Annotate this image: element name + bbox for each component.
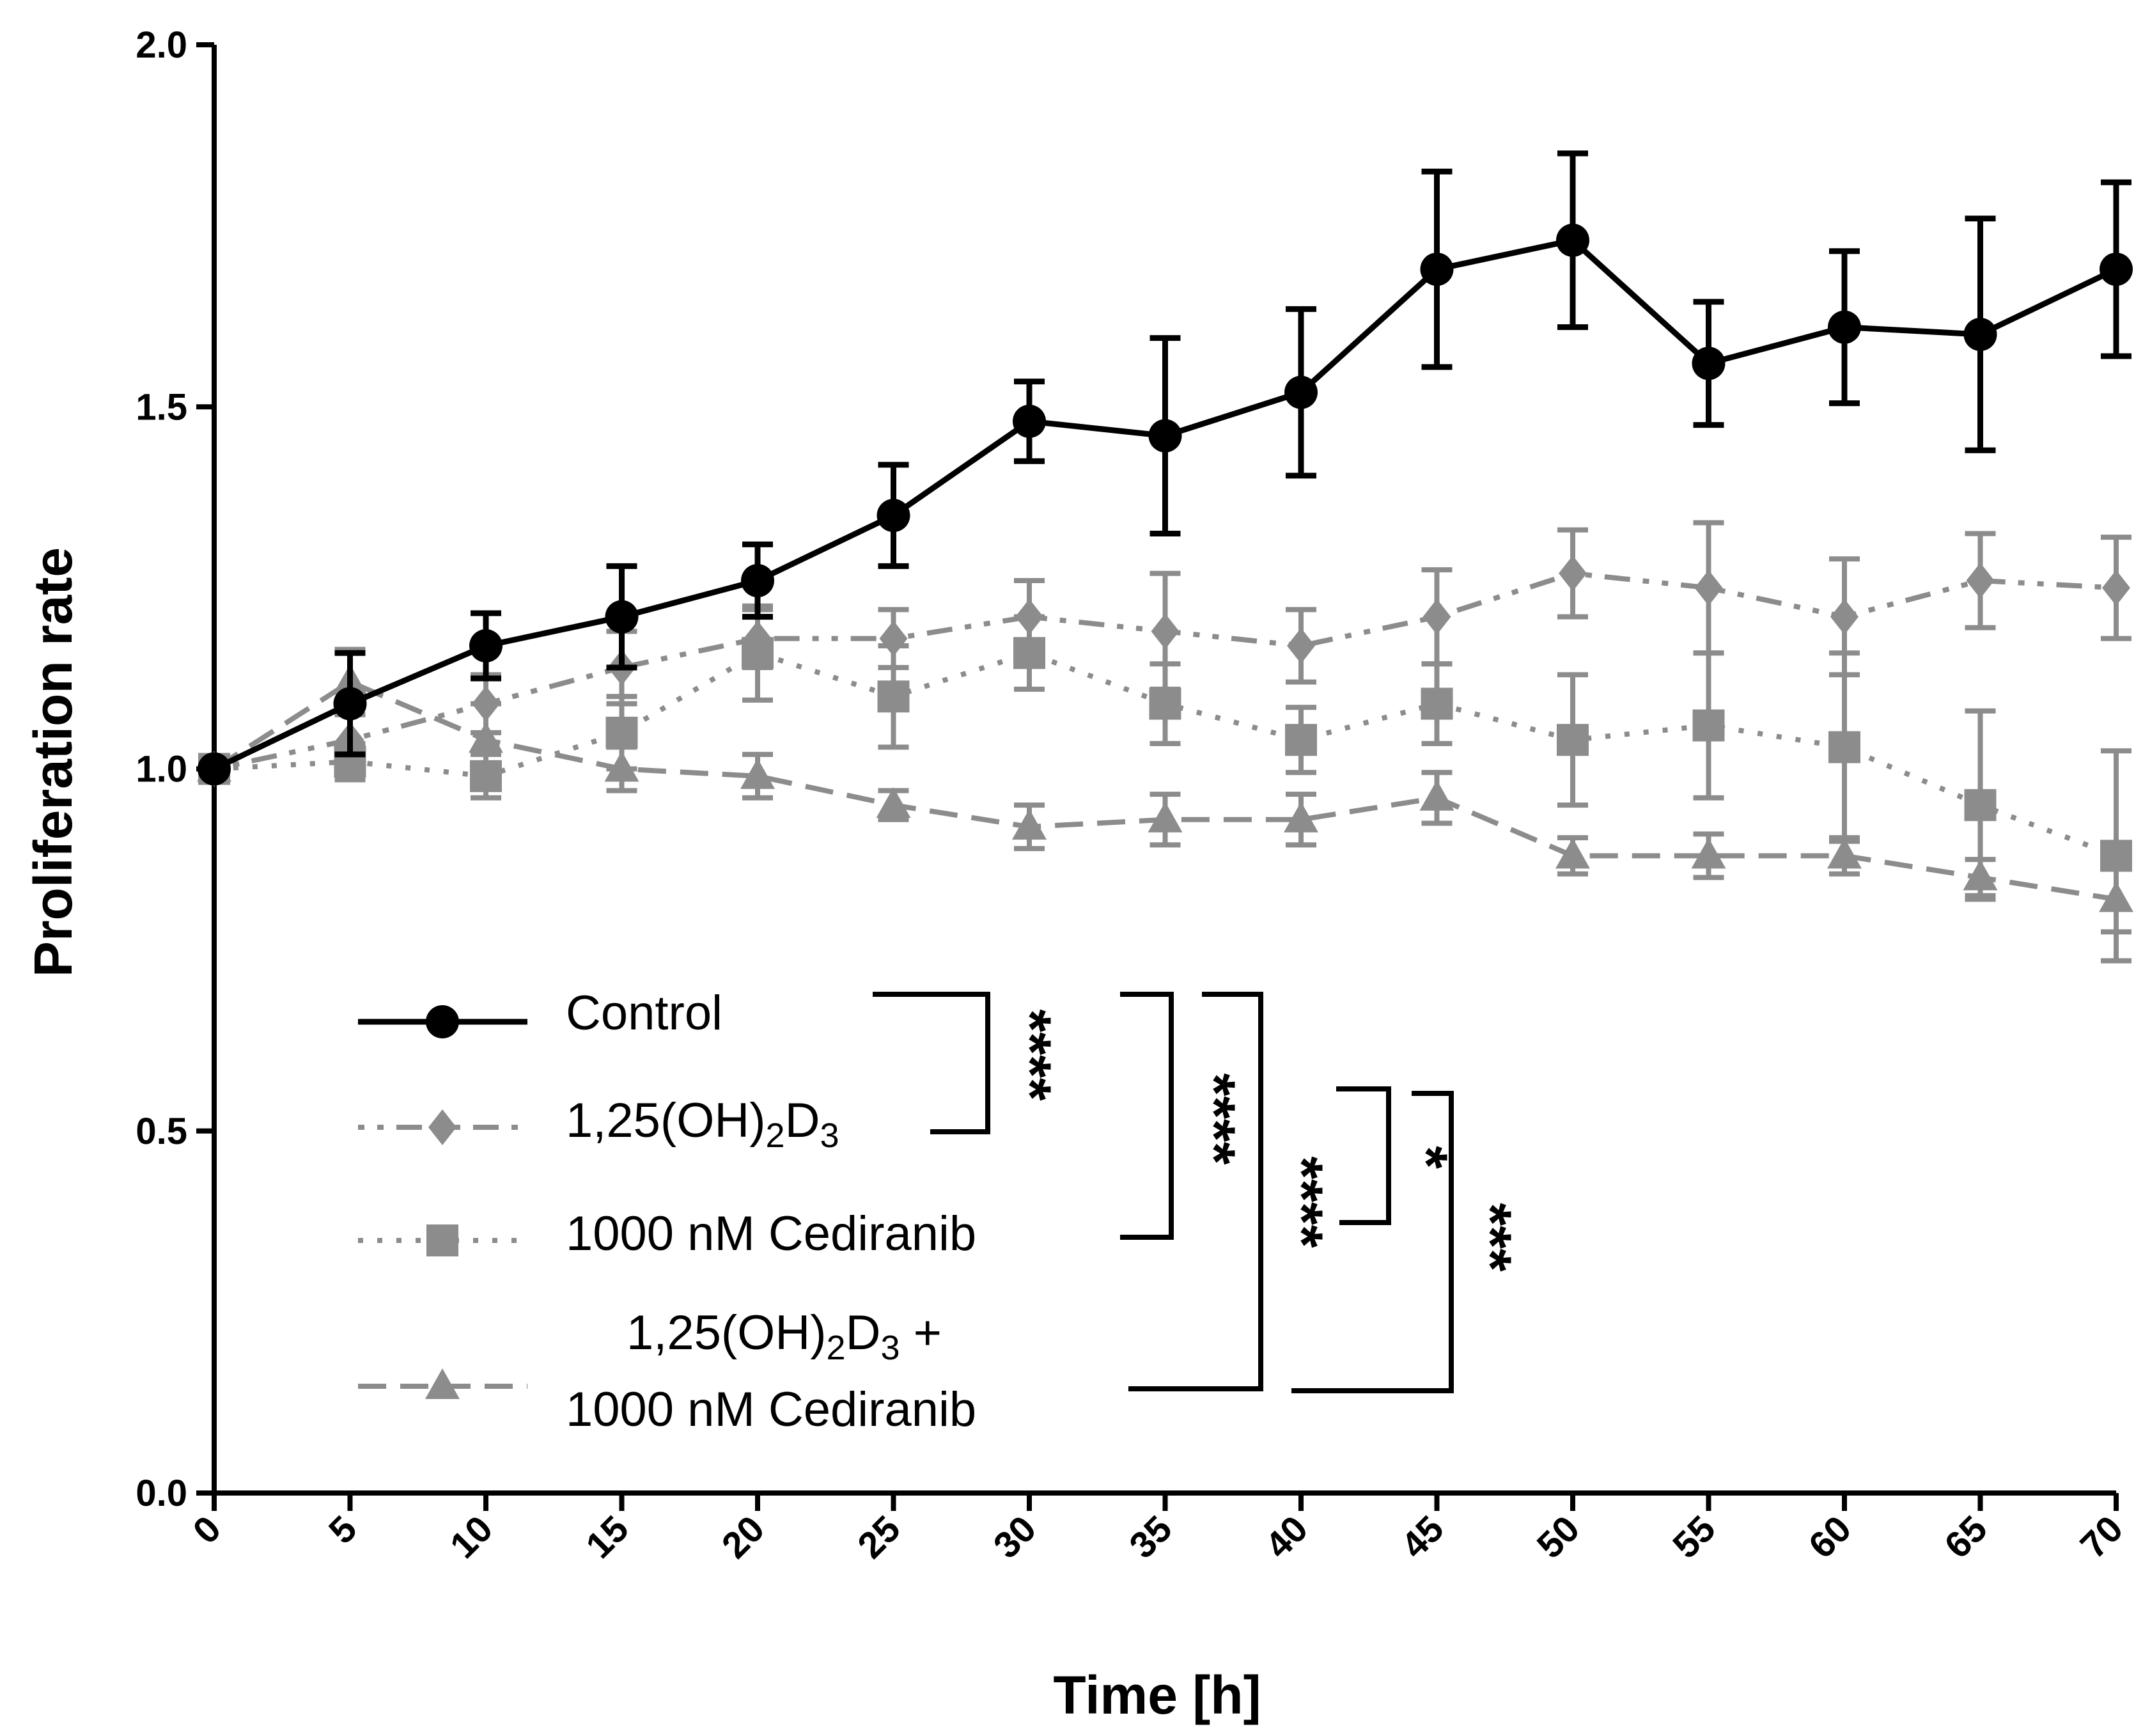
data-point <box>1148 419 1182 453</box>
data-point <box>1556 223 1589 257</box>
significance-label: **** <box>1269 1156 1334 1247</box>
data-point <box>1555 838 1590 869</box>
data-point <box>2102 570 2130 606</box>
significance-label: **** <box>1181 1073 1247 1164</box>
data-point <box>1964 789 1997 822</box>
significance-bracket <box>1128 992 1263 1391</box>
data-point <box>1148 801 1183 833</box>
x-tick-label: 30 <box>986 1508 1045 1567</box>
data-point <box>1013 404 1046 438</box>
series-control <box>198 150 2133 786</box>
data-point <box>605 716 638 749</box>
y-tick-label: 2.0 <box>136 24 187 66</box>
data-point <box>1966 563 1995 599</box>
data-point <box>2100 840 2132 872</box>
data-point <box>469 629 503 662</box>
legend-marker <box>428 1109 456 1145</box>
y-tick-label: 1.0 <box>136 749 187 790</box>
x-tick-label: 35 <box>1121 1508 1180 1567</box>
data-point <box>1692 709 1725 742</box>
data-point <box>741 564 774 598</box>
data-point <box>877 680 910 713</box>
data-point <box>1692 347 1726 380</box>
legend-label-vitd: 1,25(OH)2D3 <box>566 1093 839 1155</box>
significance-bracket <box>1120 992 1174 1240</box>
data-point <box>1284 375 1318 409</box>
data-point <box>1287 627 1315 664</box>
significance-bracket <box>1291 1091 1454 1393</box>
legend-label-combo-line1: 1,25(OH)2D3 + <box>627 1306 942 1367</box>
x-tick-label: 10 <box>442 1508 501 1567</box>
data-point <box>1420 253 1454 286</box>
data-point <box>1421 687 1453 720</box>
data-point <box>1694 570 1723 606</box>
data-point <box>1963 318 1997 351</box>
x-axis-title: Time [h] <box>1053 1665 1261 1725</box>
data-point <box>1012 809 1047 840</box>
legend: Control 1,25(OH)2D3 1000 nM Cediranib 1,… <box>358 986 976 1437</box>
x-tick-label: 20 <box>714 1508 773 1567</box>
legend-marker <box>426 1005 459 1038</box>
significance-brackets: ************ **** <box>873 992 1523 1393</box>
x-tick-label: 40 <box>1258 1508 1316 1567</box>
data-point <box>1828 731 1860 763</box>
data-point <box>333 687 367 721</box>
x-tick-label: 15 <box>578 1508 637 1567</box>
legend-label-cediranib: 1000 nM Cediranib <box>566 1207 976 1261</box>
data-point <box>1557 724 1589 756</box>
significance-bracket <box>873 992 990 1134</box>
data-point <box>876 787 911 818</box>
data-point <box>877 499 910 533</box>
data-point <box>744 620 772 657</box>
data-point <box>1830 598 1859 635</box>
y-tick-label: 0.0 <box>136 1473 187 1514</box>
legend-marker <box>426 1224 458 1256</box>
data-point <box>198 752 231 786</box>
y-tick-label: 1.5 <box>136 386 187 428</box>
data-point <box>605 600 639 634</box>
data-point <box>1419 779 1454 811</box>
axes-layer: 0.0 0.5 1.0 1.5 2.0 0 5 10 15 20 25 30 35 40 45 50 55 60 6… <box>136 24 2131 1567</box>
data-point <box>1151 613 1180 650</box>
data-point <box>1284 801 1318 833</box>
x-tick-label: 25 <box>850 1508 908 1567</box>
x-tick-label: 65 <box>1936 1508 1995 1567</box>
data-point <box>1149 687 1181 720</box>
x-tick-label: 5 <box>321 1508 365 1552</box>
series-layer <box>197 150 2133 964</box>
data-point <box>740 758 775 789</box>
data-point <box>1691 838 1726 869</box>
x-tick-label: 60 <box>1801 1508 1860 1567</box>
x-tick-label: 55 <box>1665 1508 1724 1567</box>
data-point <box>472 685 500 722</box>
y-tick-label: 0.5 <box>136 1111 187 1152</box>
legend-marker <box>425 1368 460 1399</box>
significance-bracket <box>1336 1086 1391 1225</box>
series-line <box>214 650 2117 859</box>
data-point <box>470 760 502 792</box>
data-point <box>2100 253 2133 286</box>
data-point <box>1422 598 1451 635</box>
significance-label: * <box>1394 1146 1459 1169</box>
data-point <box>1285 724 1317 756</box>
data-point <box>1559 555 1587 591</box>
significance-label: **** <box>997 1009 1063 1100</box>
data-point <box>1828 310 1861 344</box>
data-point <box>1015 598 1043 635</box>
legend-label-control: Control <box>566 986 722 1040</box>
x-tick-label: 45 <box>1393 1508 1452 1567</box>
y-axis-title: Proliferation rate <box>23 547 83 977</box>
significance-label: *** <box>1458 1203 1523 1272</box>
data-point <box>1827 838 1862 869</box>
data-point <box>469 722 503 753</box>
legend-label-combo-line2: 1000 nM Cediranib <box>566 1382 976 1437</box>
series-1-25-oh-2d3 <box>200 520 2131 787</box>
x-tick-label: 0 <box>185 1508 229 1552</box>
x-tick-label: 50 <box>1529 1508 1588 1567</box>
data-point <box>879 620 908 657</box>
x-tick-label: 70 <box>2073 1508 2131 1567</box>
